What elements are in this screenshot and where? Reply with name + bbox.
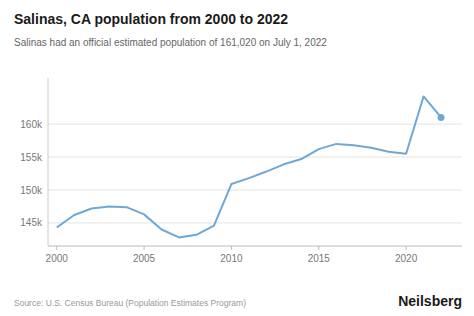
x-tick	[144, 246, 145, 250]
y-tick-label: 155k	[20, 152, 43, 163]
x-axis-line	[48, 246, 462, 247]
y-tick-label: 150k	[20, 185, 43, 196]
title: Salinas, CA population from 2000 to 2022	[14, 11, 288, 27]
y-tick-label: 145k	[20, 217, 43, 228]
grid-line	[48, 222, 462, 223]
grid-line	[48, 190, 462, 191]
grid-line	[48, 124, 462, 125]
subtitle: Salinas had an official estimated popula…	[14, 37, 327, 48]
x-tick	[318, 246, 319, 250]
x-tick	[56, 246, 57, 250]
chart-svg: Salinas, CA population from 2000 to 2022…	[0, 0, 474, 316]
last-point	[438, 114, 445, 121]
grid-line	[48, 157, 462, 158]
y-tick-label: 160k	[20, 119, 43, 130]
source: Source: U.S. Census Bureau (Population E…	[14, 298, 246, 308]
x-tick-label: 2000	[46, 253, 69, 264]
x-tick	[406, 246, 407, 250]
plot-area	[57, 96, 445, 237]
x-tick-label: 2015	[308, 253, 331, 264]
x-tick	[231, 246, 232, 250]
x-tick-label: 2010	[220, 253, 243, 264]
x-tick-label: 2020	[395, 253, 418, 264]
x-tick-label: 2005	[133, 253, 156, 264]
y-axis-line	[48, 78, 49, 246]
grid	[48, 124, 462, 223]
population-line	[57, 96, 441, 237]
brand: Neilsberg	[398, 293, 462, 309]
chart-container: Salinas, CA population from 2000 to 2022…	[0, 0, 474, 316]
